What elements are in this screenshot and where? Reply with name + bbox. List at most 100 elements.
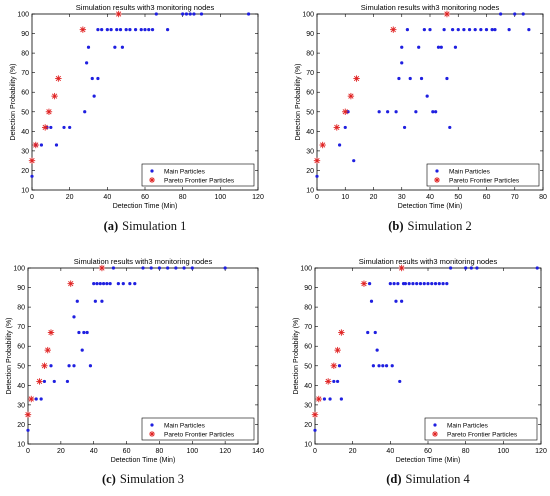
pareto-particle-point — [398, 264, 405, 272]
main-particle-point — [62, 125, 66, 130]
main-particle-point — [371, 364, 375, 368]
main-particle-point — [431, 110, 435, 114]
y-tick-label: 80 — [17, 305, 25, 312]
legend-pareto-marker — [149, 431, 155, 437]
y-tick-label: 60 — [304, 344, 312, 351]
main-particle-point — [182, 266, 186, 270]
chart-panel-3: Simulation results with3 monitoring node… — [6, 257, 264, 486]
chart-panel-4: Simulation results with3 monitoring node… — [293, 257, 547, 486]
main-particle-point — [418, 282, 423, 286]
pareto-particle-point — [28, 157, 36, 164]
caption-label: (d) — [386, 472, 401, 486]
pareto-particle-point — [360, 280, 368, 287]
pareto-particle-point — [390, 26, 397, 33]
x-tick-label: 40 — [426, 194, 434, 201]
main-particle-point — [75, 299, 79, 303]
main-particle-point — [499, 12, 503, 16]
main-particle-point — [39, 397, 43, 401]
main-particle-point — [388, 282, 392, 286]
legend-box — [426, 163, 540, 187]
pareto-particle-point — [334, 346, 341, 354]
main-particle-point — [415, 282, 419, 286]
y-tick-label: 10 — [17, 442, 25, 449]
main-particle-point — [397, 76, 401, 81]
legend-box — [141, 417, 255, 441]
x-tick-label: 60 — [483, 194, 491, 201]
y-tick-label: 20 — [17, 422, 25, 429]
main-particle-point — [407, 282, 411, 286]
main-particle-point — [166, 28, 170, 32]
x-tick-label: 20 — [57, 448, 65, 455]
x-tick-label: 100 — [497, 448, 509, 455]
main-particle-point — [92, 94, 96, 98]
pareto-particle-point — [443, 10, 451, 18]
main-particle-point — [147, 28, 151, 32]
legend-box — [141, 163, 255, 187]
y-tick-label: 50 — [17, 363, 25, 370]
x-tick-label: 40 — [103, 194, 111, 201]
caption-label: (c) — [102, 472, 116, 486]
pareto-particle-point — [32, 141, 39, 149]
main-particle-point — [82, 330, 86, 335]
subfigure-caption: (a) Simulation 1 — [104, 219, 187, 233]
main-particle-point — [377, 110, 381, 114]
main-particle-point — [336, 379, 340, 384]
chart-panel-1: Simulation results with3 monitoring node… — [10, 3, 264, 233]
y-tick-label: 70 — [21, 70, 29, 77]
subfigure-caption: (d) Simulation 4 — [386, 472, 470, 486]
main-particle-point — [422, 28, 426, 32]
main-particle-point — [83, 110, 87, 114]
main-particle-point — [475, 266, 479, 270]
main-particle-point — [417, 45, 421, 49]
pareto-particle-point — [28, 395, 35, 403]
main-particle-point — [433, 282, 438, 286]
y-tick-label: 70 — [304, 324, 312, 331]
main-particle-point — [157, 266, 162, 270]
legend: Main Particles Pareto Frontier Particles — [424, 417, 538, 441]
pareto-particle-point — [24, 411, 32, 418]
main-particle-point — [484, 28, 489, 32]
pareto-particle-point — [330, 362, 338, 369]
main-particle-point — [85, 61, 89, 65]
main-particle-point — [521, 12, 525, 16]
y-tick-label: 60 — [17, 344, 25, 351]
main-particle-point — [373, 330, 377, 335]
main-particle-point — [425, 94, 429, 98]
main-particle-point — [445, 76, 449, 81]
main-particle-point — [332, 379, 336, 384]
main-particle-point — [384, 364, 389, 368]
x-tick-label: 100 — [214, 194, 226, 201]
main-particle-point — [93, 299, 97, 303]
y-tick-label: 30 — [21, 148, 29, 155]
legend-pareto-label: Pareto Frontier Particles — [164, 178, 235, 185]
pareto-particle-point — [311, 411, 319, 418]
main-particle-point — [368, 282, 372, 286]
main-particle-point — [436, 45, 441, 49]
main-particle-point — [85, 330, 89, 335]
main-particle-point — [473, 28, 477, 32]
main-particle-point — [121, 282, 125, 286]
main-particle-point — [65, 379, 70, 384]
x-tick-label: 20 — [66, 194, 74, 201]
pareto-particle-point — [353, 75, 360, 82]
y-tick-label: 60 — [21, 90, 29, 97]
main-particle-point — [223, 266, 227, 270]
legend-main-label: Main Particles — [164, 169, 206, 176]
x-tick-label: 80 — [539, 194, 547, 201]
legend-main-label: Main Particles — [164, 423, 206, 430]
legend-main-label: Main Particles — [447, 423, 489, 430]
main-particle-point — [448, 125, 452, 130]
main-particle-point — [67, 364, 71, 368]
caption-text: Simulation 3 — [120, 472, 184, 486]
main-particle-point — [192, 12, 196, 16]
pareto-particle-point — [44, 346, 51, 354]
main-particle-point — [441, 282, 445, 286]
main-particle-point — [451, 28, 455, 32]
main-particle-point — [166, 266, 170, 270]
y-tick-label: 100 — [13, 266, 25, 273]
main-particle-point — [72, 364, 76, 368]
main-particle-point — [467, 28, 472, 32]
main-particle-point — [109, 28, 113, 32]
main-particle-point — [42, 379, 47, 384]
